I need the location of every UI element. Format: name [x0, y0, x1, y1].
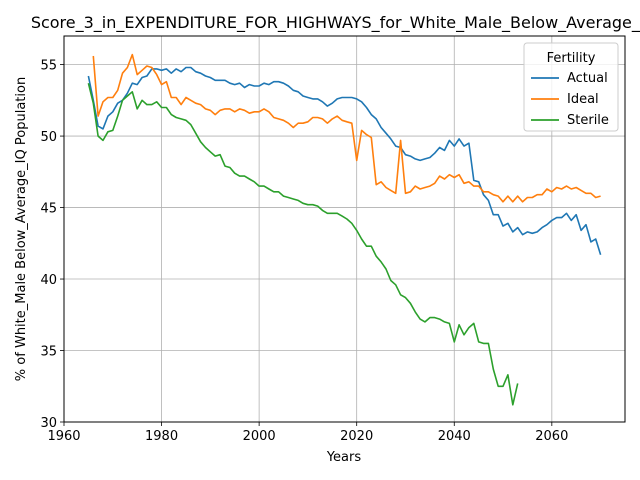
legend-label-actual: Actual — [567, 71, 608, 86]
legend-label-ideal: Ideal — [567, 92, 599, 107]
series-line-ideal — [92, 53, 601, 203]
y-tick-label: 45 — [40, 202, 57, 217]
y-axis-label: % of White_Male Below_Average_IQ Populat… — [14, 77, 29, 381]
legend-label-sterile: Sterile — [567, 113, 609, 128]
plot-frame — [63, 35, 626, 423]
x-tick-label: 2000 — [243, 429, 276, 444]
y-tick-label: 50 — [40, 130, 57, 145]
y-tick-label: 40 — [40, 273, 57, 288]
y-tick-label: 30 — [40, 416, 57, 431]
series-line-actual — [87, 66, 602, 255]
legend-title: Fertility — [547, 51, 596, 66]
x-tick-label: 2020 — [340, 429, 373, 444]
x-tick-label: 2040 — [438, 429, 471, 444]
legend: Fertility Actual Ideal Sterile — [523, 42, 619, 132]
y-tick-label: 55 — [40, 59, 57, 74]
series-line-sterile — [87, 83, 519, 406]
y-axis: 30 35 40 45 50 55 — [40, 59, 64, 431]
legend-box — [523, 42, 619, 132]
y-tick-label: 35 — [40, 345, 57, 360]
x-axis: 1960 1980 2000 2020 2040 2060 — [47, 422, 568, 444]
x-tick-label: 2060 — [535, 429, 568, 444]
x-tick-label: 1960 — [47, 429, 80, 444]
x-tick-label: 1980 — [145, 429, 178, 444]
series-lines — [87, 53, 602, 406]
chart-title: Score_3_in_EXPENDITURE_FOR_HIGHWAYS_for_… — [31, 13, 640, 33]
x-axis-label: Years — [326, 450, 362, 465]
